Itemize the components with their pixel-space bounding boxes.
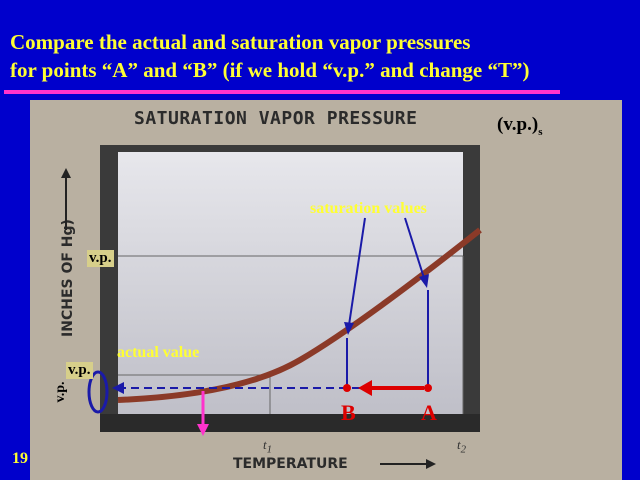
title-underline <box>4 90 560 94</box>
point-a-marker <box>424 384 432 392</box>
slide-title-line-1: Compare the actual and saturation vapor … <box>10 30 471 54</box>
sat-arrowhead-b <box>344 322 354 335</box>
actual-value-label: actual value <box>117 344 200 361</box>
t2-subscript: 2 <box>460 443 467 456</box>
sat-arrowhead-a <box>419 274 429 288</box>
x-axis-label: TEMPERATURE <box>233 456 348 472</box>
saturation-curve <box>117 227 482 403</box>
sat-arrow-a <box>404 217 425 279</box>
vp-bottom-label: v.p. <box>66 362 93 379</box>
vp-side-text: v.p. <box>53 381 68 403</box>
slide-title: Compare the actual and saturation vapor … <box>10 28 635 84</box>
t1-subscript: 1 <box>266 443 273 456</box>
plot-area <box>118 152 463 414</box>
t2-text: t <box>457 437 461 452</box>
saturation-vp-label: (v.p.)s <box>497 114 542 138</box>
point-b-label: B <box>341 400 356 425</box>
point-a-label: A <box>421 400 437 425</box>
saturation-vp-text: (v.p.) <box>497 114 539 135</box>
y-axis-arrowhead <box>61 168 71 178</box>
diagram-title: SATURATION VAPOR PRESSURE <box>134 108 418 129</box>
slide-number: 19 <box>12 450 28 467</box>
x-axis-arrowhead <box>426 459 436 469</box>
sat-arrow-b <box>348 217 366 326</box>
vp-top-label: v.p. <box>87 250 114 267</box>
t1-label: t1 <box>263 437 272 456</box>
t2-label: t2 <box>457 437 466 456</box>
point-b-marker <box>343 384 351 392</box>
vp-ellipse <box>87 370 109 414</box>
slide-title-line-2: for points “A” and “B” (if we hold “v.p.… <box>10 58 530 82</box>
saturation-vp-subscript: s <box>538 125 543 138</box>
dewpoint-arrowhead <box>197 424 209 436</box>
actual-vp-arrowhead <box>112 382 124 394</box>
vp-side-label: v.p. <box>53 372 68 412</box>
t1-text: t <box>263 437 267 452</box>
saturation-values-label: saturation values <box>310 200 427 217</box>
plot-frame-bottom <box>100 414 480 432</box>
a-to-b-arrowhead <box>358 380 372 396</box>
